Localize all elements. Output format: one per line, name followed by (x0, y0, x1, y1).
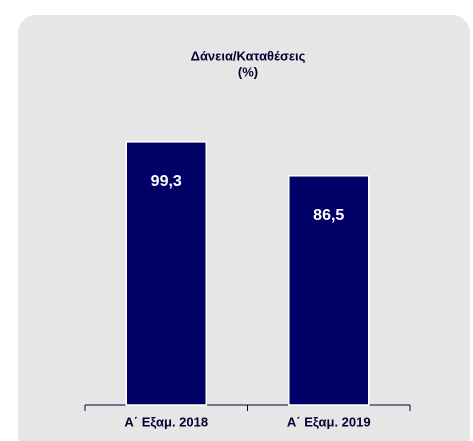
bar (125, 141, 207, 406)
x-tick-label: Α΄ Εξαμ. 2019 (287, 414, 371, 429)
chart-subtitle: (%) (238, 64, 258, 79)
bar (288, 175, 370, 406)
chart-title: Δάνεια/Καταθέσεις (191, 48, 306, 63)
data-label: 99,3 (151, 173, 182, 190)
x-tick-label: Α΄ Εξαμ. 2018 (124, 414, 208, 429)
data-label: 86,5 (313, 207, 344, 224)
